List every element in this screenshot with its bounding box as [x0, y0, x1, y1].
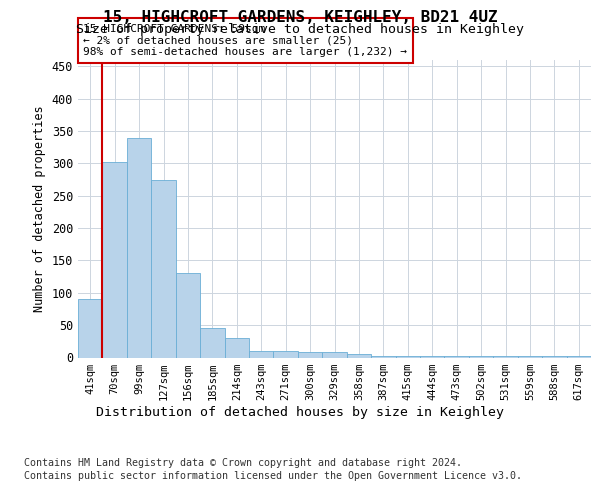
Bar	[151, 180, 176, 358]
Bar	[298, 352, 322, 358]
Bar	[371, 356, 395, 358]
Text: Contains HM Land Registry data © Crown copyright and database right 2024.: Contains HM Land Registry data © Crown c…	[24, 458, 462, 468]
Bar	[493, 356, 518, 358]
Bar	[420, 356, 445, 358]
Bar	[469, 356, 493, 358]
Bar	[566, 356, 591, 358]
Bar	[542, 356, 566, 358]
Bar	[200, 328, 224, 358]
Bar	[78, 300, 103, 358]
Bar	[127, 138, 151, 358]
Text: 15 HIGHCROFT GARDENS: 59sqm
← 2% of detached houses are smaller (25)
98% of semi: 15 HIGHCROFT GARDENS: 59sqm ← 2% of deta…	[83, 24, 407, 57]
Bar	[445, 356, 469, 358]
Bar	[103, 162, 127, 358]
Y-axis label: Number of detached properties: Number of detached properties	[33, 106, 46, 312]
Text: Distribution of detached houses by size in Keighley: Distribution of detached houses by size …	[96, 406, 504, 419]
Bar	[395, 356, 420, 358]
Bar	[249, 351, 274, 358]
Text: Size of property relative to detached houses in Keighley: Size of property relative to detached ho…	[76, 24, 524, 36]
Text: 15, HIGHCROFT GARDENS, KEIGHLEY, BD21 4UZ: 15, HIGHCROFT GARDENS, KEIGHLEY, BD21 4U…	[103, 10, 497, 25]
Bar	[322, 352, 347, 358]
Text: Contains public sector information licensed under the Open Government Licence v3: Contains public sector information licen…	[24, 471, 522, 481]
Bar	[274, 351, 298, 358]
Bar	[224, 338, 249, 357]
Bar	[347, 354, 371, 358]
Bar	[518, 356, 542, 358]
Bar	[176, 274, 200, 357]
